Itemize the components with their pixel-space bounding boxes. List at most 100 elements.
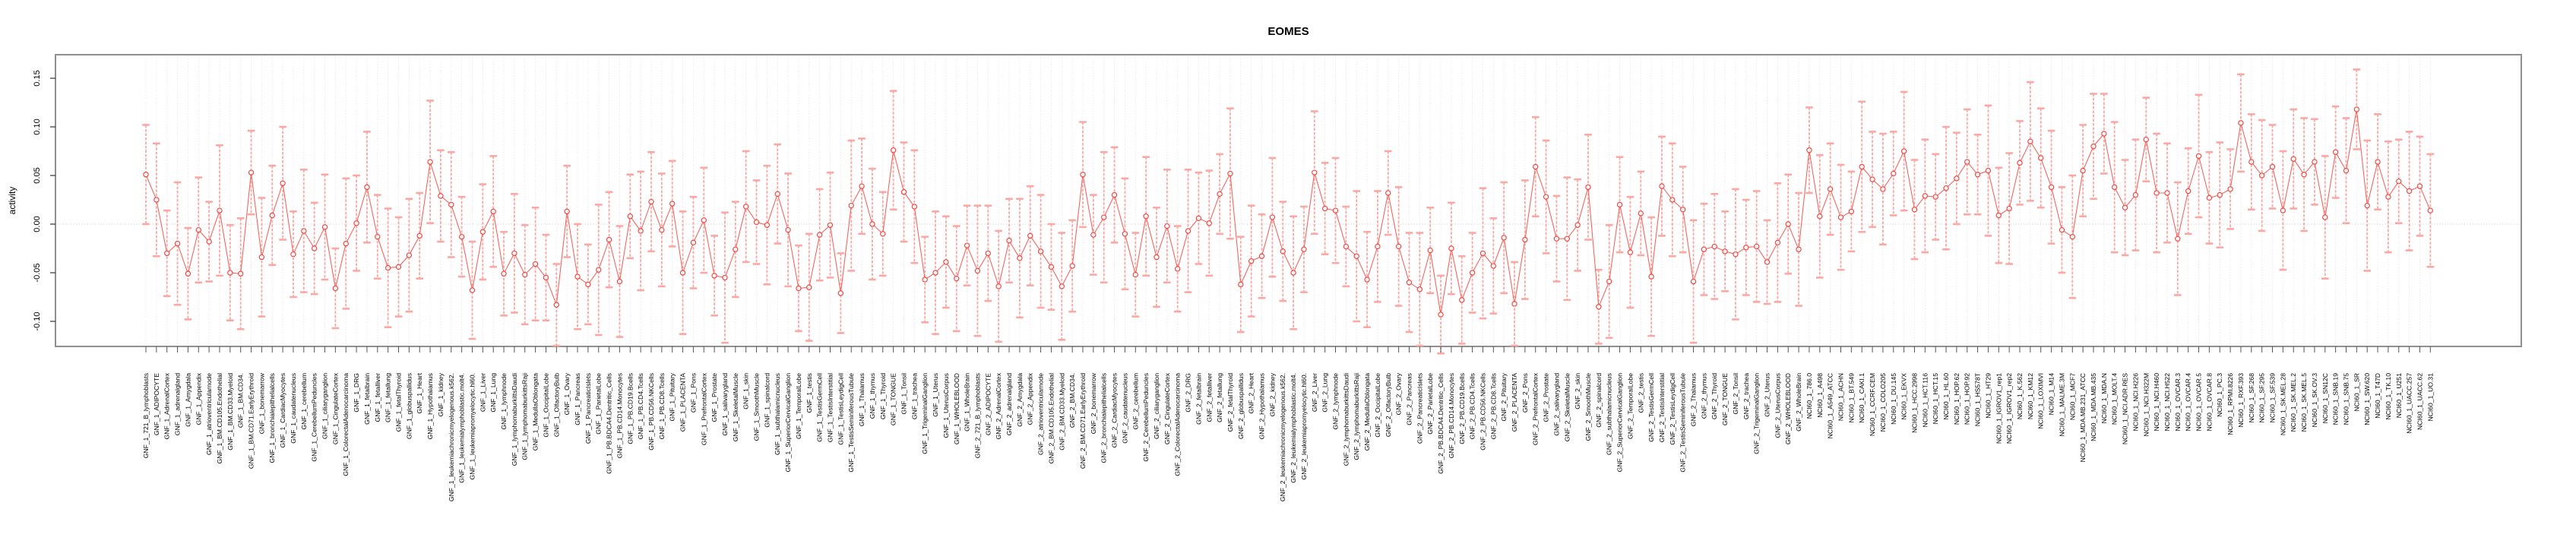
data-point bbox=[395, 264, 402, 270]
data-point bbox=[2364, 202, 2370, 209]
x-tick-label: GNF_2_adrenalgland bbox=[1005, 373, 1013, 435]
data-point bbox=[301, 228, 307, 234]
x-tick-label: GNF_1_Pancreas bbox=[574, 373, 581, 425]
x-tick-label: GNF_2_Pons bbox=[1521, 373, 1529, 413]
data-point bbox=[248, 169, 255, 175]
x-tick-label: GNF_2_fetallung bbox=[1216, 373, 1223, 422]
data-point bbox=[269, 212, 275, 219]
x-tick-label: NCI60_1_SR bbox=[2353, 373, 2360, 412]
x-tick-label: NCI60_1_OVCAR.4 bbox=[2185, 373, 2192, 432]
x-tick-label: GNF_1_ParietalLobe bbox=[595, 373, 603, 435]
data-point bbox=[1269, 214, 1276, 220]
x-tick-label: GNF_2_TONGUE bbox=[1721, 373, 1729, 425]
x-tick-label: NCI60_1_MALME.3M bbox=[2058, 373, 2065, 437]
x-tick-label: GNF_1_SuperiorCervicalGanglion bbox=[784, 373, 792, 473]
data-point bbox=[848, 202, 854, 209]
data-point bbox=[1511, 301, 1517, 307]
data-point bbox=[1837, 214, 1844, 220]
data-point bbox=[1743, 245, 1749, 251]
x-tick-label: GNF_1_BM.CD33.Myeloid bbox=[226, 373, 234, 451]
x-tick-label: GNF_2_Lung bbox=[1321, 373, 1329, 413]
x-tick-label: GNF_1_fetallung bbox=[385, 373, 392, 422]
x-tick-label: NCI60_1_M14 bbox=[2048, 373, 2055, 416]
x-tick-label: GNF_2_kidney bbox=[1268, 372, 1276, 416]
x-tick-label: NCI60_1_MDA.MB.435 bbox=[2090, 373, 2097, 441]
data-point bbox=[143, 172, 149, 178]
data-point bbox=[2396, 178, 2402, 185]
data-point bbox=[2238, 120, 2244, 126]
data-point bbox=[1017, 255, 1023, 261]
x-tick-label: NCI60_1_PC.3 bbox=[2216, 373, 2223, 417]
x-tick-label: NCI60_1_DU.145 bbox=[1890, 373, 1897, 425]
data-point bbox=[343, 240, 349, 247]
data-point bbox=[1080, 172, 1086, 178]
data-point bbox=[1469, 270, 1476, 276]
x-tick-label: GNF_2_bonemarrow bbox=[1090, 372, 1097, 434]
data-point bbox=[1880, 186, 1886, 192]
x-tick-label: GNF_2_globuspallidus bbox=[1237, 373, 1245, 439]
x-tick-label: GNF_1_trachea bbox=[910, 373, 918, 419]
data-point bbox=[2248, 159, 2255, 165]
x-tick-label: GNF_2_salivarygland bbox=[1552, 373, 1560, 436]
data-point bbox=[1101, 214, 1107, 220]
x-tick-label: GNF_1_fetalThyroid bbox=[394, 373, 402, 432]
x-tick-label: GNF_1_PB.CD8.Tcells bbox=[658, 373, 666, 439]
data-point bbox=[1427, 247, 1433, 254]
x-tick-label: GNF_2_thymus bbox=[1700, 373, 1707, 419]
data-point bbox=[1659, 183, 1665, 189]
x-tick-label: NCI60_1_SF.268 bbox=[2248, 373, 2255, 423]
data-point bbox=[2427, 207, 2434, 213]
data-point bbox=[2353, 106, 2360, 112]
x-tick-label: GNF_1_Prostate bbox=[710, 373, 718, 422]
x-tick-label: GNF_2_PB.CD4.Tcells bbox=[1469, 373, 1476, 439]
x-tick-label: NCI60_1_NCI.H226 bbox=[2131, 373, 2139, 432]
data-point bbox=[2322, 214, 2328, 220]
x-tick-label: GNF_2_TrigeminalGanglion bbox=[1753, 373, 1761, 454]
x-tick-label: GNF_1_CingulateCortex bbox=[331, 372, 339, 444]
x-tick-label: GNF_1_CardiacMyocytes bbox=[279, 373, 286, 447]
x-tick-label: GNF_2_PB.CD8.Tcells bbox=[1489, 373, 1497, 439]
x-tick-label: GNF_2_BM.CD34. bbox=[1068, 373, 1076, 428]
data-point bbox=[1069, 263, 1075, 269]
x-tick-label: GNF_1_Ovary bbox=[563, 372, 571, 415]
x-tick-label: GNF_2_leukemiachronicmyelogenous.k562. bbox=[1279, 373, 1286, 501]
data-point bbox=[964, 242, 970, 248]
x-tick-label: GNF_1_caudatenucleus bbox=[290, 373, 297, 444]
data-point bbox=[827, 222, 834, 228]
x-tick-label: NCI60_1_SK.OV.3 bbox=[2311, 373, 2318, 428]
x-tick-label: GNF_2_Uterus bbox=[1764, 373, 1771, 417]
data-point bbox=[574, 274, 581, 280]
x-tick-label: GNF_1_leukemialymphoblastic.molt4. bbox=[458, 373, 466, 483]
x-tick-label: GNF_2_CerebellumPeduncles bbox=[1142, 373, 1150, 462]
x-tick-label: GNF_1_DRG bbox=[353, 373, 360, 413]
x-tick-label: GNF_1_SkeletalMuscle bbox=[732, 373, 739, 441]
x-tick-label: GNF_2_bronchialepithelialcells bbox=[1100, 373, 1108, 463]
y-tick-label: 0.05 bbox=[33, 167, 42, 183]
data-point bbox=[448, 201, 454, 208]
data-point bbox=[2206, 194, 2213, 201]
x-tick-label: GNF_1_BM.CD71.EarlyErythroid bbox=[248, 373, 255, 469]
y-axis-title: activity bbox=[7, 187, 17, 215]
data-point bbox=[1258, 253, 1265, 259]
x-tick-label: GNF_2_ciliaryganglion bbox=[1153, 373, 1160, 439]
x-tick-label: NCI60_1_RXF.393 bbox=[2237, 373, 2245, 428]
x-tick-label: NCI60_1_HCT.116 bbox=[1921, 373, 1929, 428]
y-tick-label: -0.05 bbox=[33, 263, 42, 282]
data-point bbox=[2375, 159, 2381, 165]
data-point bbox=[932, 270, 938, 276]
data-point bbox=[2132, 191, 2139, 198]
data-point bbox=[1090, 232, 1097, 238]
data-point bbox=[258, 254, 265, 261]
data-point bbox=[553, 302, 560, 308]
x-tick-label: GNF_1_Heart bbox=[416, 372, 423, 413]
data-point bbox=[2312, 159, 2318, 165]
plot-box bbox=[55, 54, 2522, 347]
data-point bbox=[1638, 210, 1644, 217]
x-tick-label: GNF_2_cerebellum bbox=[1131, 373, 1139, 430]
x-tick-label: GNF_2_SuperiorCervicalGanglion bbox=[1616, 373, 1624, 473]
data-point bbox=[1185, 228, 1191, 234]
data-point bbox=[785, 226, 791, 233]
data-point bbox=[1679, 207, 1686, 213]
data-point bbox=[669, 201, 676, 207]
